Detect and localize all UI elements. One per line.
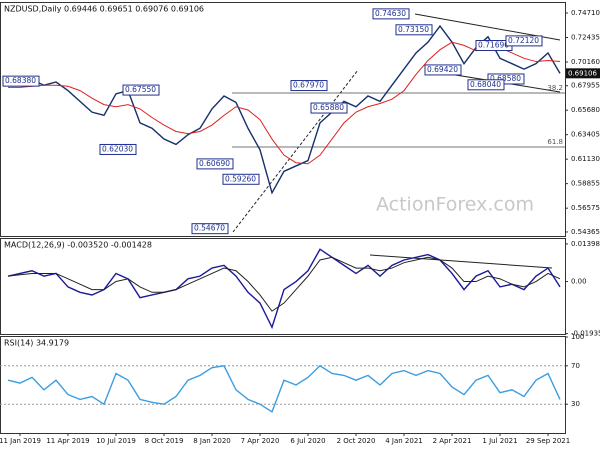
callout-box — [99, 143, 137, 155]
callout-box — [290, 80, 328, 92]
fib-label: 61.8 — [547, 138, 563, 146]
callout-box — [505, 35, 543, 47]
x-tick-label: 8 Oct 2019 — [145, 437, 184, 445]
callout-box — [196, 158, 234, 170]
macd-trend-line — [369, 254, 553, 269]
callout-box — [467, 79, 505, 91]
callout-label: 0.68040 — [470, 80, 501, 89]
series-line — [7, 24, 561, 195]
series-line — [7, 248, 561, 330]
x-tick-label: 11 Jan 2019 — [0, 437, 41, 445]
callout-box — [2, 75, 40, 87]
price-frame — [0, 2, 566, 237]
callout-box — [222, 173, 260, 185]
x-tick-label: 1 Jul 2021 — [482, 437, 517, 445]
callout-label: 0.67970 — [293, 81, 324, 90]
y-tick-label: 0.72435 — [571, 33, 600, 41]
panel-title: RSI(14) 34.9179 — [4, 339, 69, 348]
y-tick-label: 0.58855 — [571, 180, 600, 188]
callout-label: 0.60690 — [199, 159, 230, 168]
last-price-label: 0.69106 — [568, 69, 597, 77]
y-tick-label: 70 — [571, 362, 580, 370]
panel-title: MACD(12,26,9) -0.003520 -0.001428 — [4, 241, 152, 250]
callout-label: 0.54670 — [194, 224, 225, 233]
callout-label: 0.71690 — [478, 41, 509, 50]
callout-box — [191, 223, 229, 235]
series-line — [8, 41, 561, 165]
callout-label: 0.73150 — [398, 25, 429, 34]
callout-label: 0.65880 — [313, 103, 344, 112]
y-tick-label: 0.74710 — [571, 9, 600, 17]
x-tick-label: 10 Jul 2019 — [96, 437, 136, 445]
last-price-tag — [566, 68, 600, 79]
callout-box — [122, 84, 160, 96]
panel-title: NZDUSD,Daily 0.69446 0.69651 0.69076 0.6… — [4, 5, 204, 14]
series-line — [7, 256, 561, 312]
callout-box — [424, 64, 462, 76]
rsi-frame — [0, 336, 566, 434]
callout-label: 0.68380 — [5, 76, 36, 85]
callout-box — [310, 102, 348, 114]
x-tick-label: 29 Sep 2021 — [526, 437, 570, 445]
watermark: ActionForex.com — [376, 194, 534, 216]
callout-label: 0.67550 — [125, 85, 156, 94]
y-tick-label: 0.01398 — [571, 240, 600, 248]
callout-box — [487, 73, 525, 85]
fib-label: 38.2 — [547, 84, 563, 92]
x-tick-label: 2 Apr 2021 — [433, 437, 472, 445]
y-tick-label: 100 — [571, 333, 584, 341]
callout-label: 0.69420 — [427, 65, 458, 74]
x-tick-label: 6 Jul 2020 — [290, 437, 325, 445]
callout-label: 0.59260 — [225, 174, 256, 183]
y-tick-label: 0.67955 — [571, 82, 600, 90]
series-line — [7, 364, 561, 413]
y-tick-label: 0.65680 — [571, 106, 600, 114]
y-tick-label: -0.019352 — [571, 330, 600, 338]
callout-label: 0.72120 — [508, 36, 539, 45]
y-tick-label: 0.63405 — [571, 131, 600, 139]
x-tick-label: 4 Jan 2021 — [385, 437, 423, 445]
y-tick-label: 0.00 — [571, 278, 587, 286]
y-tick-label: 30 — [571, 400, 580, 408]
x-tick-label: 7 Apr 2020 — [241, 437, 280, 445]
x-tick-label: 11 Apr 2019 — [46, 437, 89, 445]
support-line — [232, 69, 359, 233]
y-tick-label: 0.56575 — [571, 204, 600, 212]
panel-frames — [0, 2, 566, 434]
callout-label: 0.62030 — [102, 144, 133, 153]
y-tick-label: 0.70160 — [571, 58, 600, 66]
callout-label: 0.68580 — [490, 74, 521, 83]
macd-frame — [0, 238, 566, 335]
x-tick-label: 8 Jan 2020 — [193, 437, 231, 445]
callout-label: 0.74630 — [375, 9, 406, 18]
x-tick-label: 2 Oct 2020 — [337, 437, 376, 445]
callout-box — [372, 8, 410, 20]
callout-box — [395, 24, 433, 36]
y-tick-label: 0.54365 — [571, 228, 600, 236]
y-tick-label: 0.61130 — [571, 155, 600, 163]
